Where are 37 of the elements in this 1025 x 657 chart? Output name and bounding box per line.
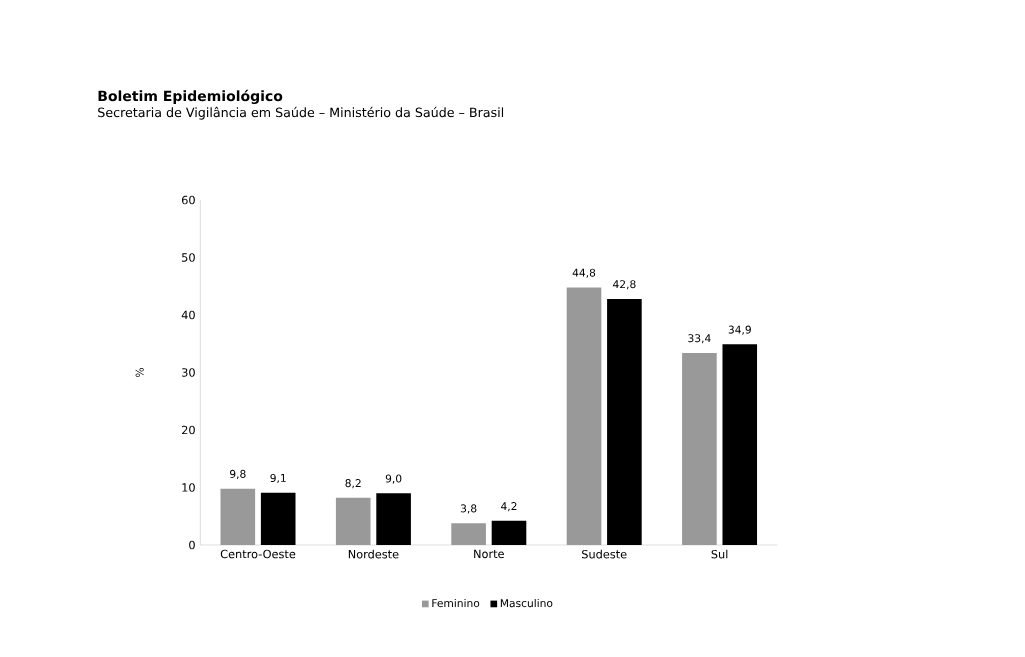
data-label: 9,8 <box>230 469 246 480</box>
data-label: 8,2 <box>345 479 361 489</box>
bar <box>682 352 717 545</box>
chart-subtitle: Secretaria de Vigilância em Saúde – Ministério da Saúde – Brasil <box>98 106 504 120</box>
y-tick-label: 20 <box>182 425 195 435</box>
chart-title: Boletim Epidemiológico <box>98 89 283 104</box>
bar <box>566 287 602 545</box>
data-label: 42,8 <box>613 280 636 290</box>
bar <box>722 344 758 545</box>
bar <box>260 492 296 545</box>
data-label: 9,1 <box>270 473 286 484</box>
bar <box>607 298 642 545</box>
x-tick-label: Norte <box>474 549 504 559</box>
x-tick-label: Nordeste <box>348 549 399 559</box>
data-label: 9,0 <box>385 474 402 484</box>
bar <box>220 488 256 545</box>
bar <box>491 520 527 545</box>
data-label: 4,2 <box>501 502 517 512</box>
y-tick-label: 40 <box>181 310 195 320</box>
x-tick-label: Sul <box>711 549 728 559</box>
legend-label: Feminino <box>432 598 480 608</box>
x-tick-label: Sudeste <box>582 549 627 559</box>
y-tick-label: 0 <box>189 540 195 550</box>
y-tick-label: 50 <box>182 253 195 262</box>
data-label: 34,9 <box>728 325 751 335</box>
data-label: 44,8 <box>572 268 596 278</box>
y-tick-label: 30 <box>182 368 195 377</box>
y-tick-label: 60 <box>181 195 195 205</box>
bar <box>451 523 486 545</box>
data-label: 33,4 <box>688 334 711 344</box>
y-axis-title: % <box>135 368 144 377</box>
x-tick-label: Centro-Oeste <box>220 549 296 559</box>
bar <box>335 497 371 545</box>
data-label: 3,8 <box>460 504 477 514</box>
y-tick-label: 10 <box>182 483 195 492</box>
legend-label: Masculino <box>500 598 553 608</box>
bar <box>376 493 411 545</box>
